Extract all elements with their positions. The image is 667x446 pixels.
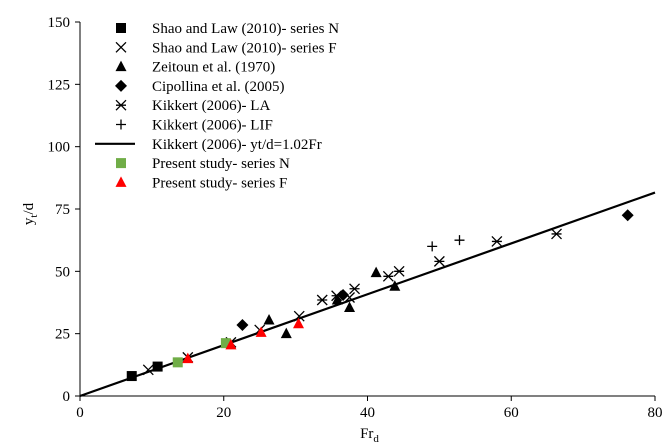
series-4 [316, 228, 562, 306]
y-tick-label: 100 [48, 140, 71, 156]
legend-entry: Shao and Law (2010)- series N [116, 21, 339, 37]
x-axis-label-sub: d [373, 433, 379, 445]
series-7 [172, 338, 231, 368]
legend: Shao and Law (2010)- series N Shao and La… [95, 21, 339, 191]
legend-label: Kikkert (2006)- LA [152, 98, 270, 114]
legend-marker [115, 99, 127, 111]
x-tick-label: 20 [216, 405, 231, 421]
series-8 [182, 317, 304, 364]
legend-entry: Kikkert (2006)- LIF [116, 118, 273, 134]
data-point [182, 352, 194, 364]
data-point [236, 318, 249, 331]
legend-entry: Kikkert (2006)- LA [115, 98, 270, 114]
y-axis-ticks: 0 25 50 75 100 125 150 [48, 15, 80, 405]
legend-entry: Present study- series N [116, 156, 290, 172]
y-axis-label: yt/d [21, 202, 40, 225]
x-axis-label-main: Fr [360, 426, 373, 442]
data-point [491, 235, 503, 247]
legend-entry: Present study- series F [115, 175, 287, 191]
y-tick-label: 150 [48, 15, 71, 31]
data-point [152, 361, 163, 372]
x-axis-ticks: 0 20 40 60 80 [76, 396, 663, 421]
legend-label: Cipollina et al. (2005) [152, 79, 284, 95]
legend-label: Kikkert (2006)- yt/d=1.02Fr [152, 137, 322, 153]
data-point [427, 241, 438, 252]
legend-label: Kikkert (2006)- LIF [152, 118, 273, 134]
x-tick-label: 0 [76, 405, 84, 421]
series-0 [126, 361, 163, 382]
series-3 [236, 209, 634, 331]
data-point [316, 294, 328, 306]
legend-label: Present study- series F [152, 175, 287, 191]
legend-entry: Kikkert (2006)- yt/d=1.02Fr [95, 137, 322, 153]
y-tick-label: 50 [55, 264, 70, 280]
y-axis-label-sub: t [28, 215, 40, 218]
data-point [454, 235, 465, 246]
series-2 [263, 266, 401, 339]
data-point [621, 209, 634, 222]
legend-entry: Zeitoun et al. (1970) [115, 60, 275, 76]
legend-marker [116, 158, 126, 169]
x-tick-label: 80 [648, 405, 663, 421]
legend-marker [115, 176, 127, 187]
legend-label: Present study- series N [152, 156, 290, 172]
data-point [433, 255, 445, 267]
legend-marker [115, 79, 127, 92]
data-point [126, 371, 137, 382]
legend-marker [115, 60, 127, 72]
legend-entry: Shao and Law (2010)- series F [115, 40, 337, 56]
x-axis-label: Frd [360, 426, 379, 445]
data-point [393, 265, 405, 277]
legend-entry: Cipollina et al. (2005) [115, 79, 284, 95]
y-tick-label: 0 [63, 389, 71, 405]
data-point [344, 301, 356, 312]
x-tick-label: 60 [504, 405, 519, 421]
y-tick-label: 25 [55, 327, 70, 343]
trend-line [79, 191, 656, 398]
data-point [263, 313, 275, 325]
y-tick-label: 125 [48, 77, 71, 93]
legend-label: Shao and Law (2010)- series F [152, 40, 337, 56]
data-point [382, 270, 394, 282]
series-6 [79, 191, 656, 398]
legend-marker [115, 41, 127, 53]
y-axis-label-suffix: /d [21, 202, 37, 214]
y-tick-label: 75 [55, 202, 70, 218]
plot-area [79, 191, 656, 398]
legend-label: Zeitoun et al. (1970) [152, 60, 275, 76]
data-point [331, 294, 343, 305]
y-axis-label-main: y [21, 217, 37, 225]
data-point [551, 228, 562, 240]
series-5 [427, 235, 465, 252]
legend-label: Shao and Law (2010)- series N [152, 21, 339, 37]
data-point [225, 338, 237, 350]
data-point [280, 327, 292, 339]
legend-marker [116, 23, 126, 33]
x-tick-label: 40 [360, 405, 375, 421]
data-point [255, 326, 267, 337]
data-point [370, 266, 382, 278]
data-point [293, 317, 304, 329]
legend-marker [116, 119, 126, 130]
data-point [220, 338, 231, 349]
data-point [331, 290, 343, 302]
data-point [172, 357, 183, 368]
data-point [349, 283, 361, 295]
